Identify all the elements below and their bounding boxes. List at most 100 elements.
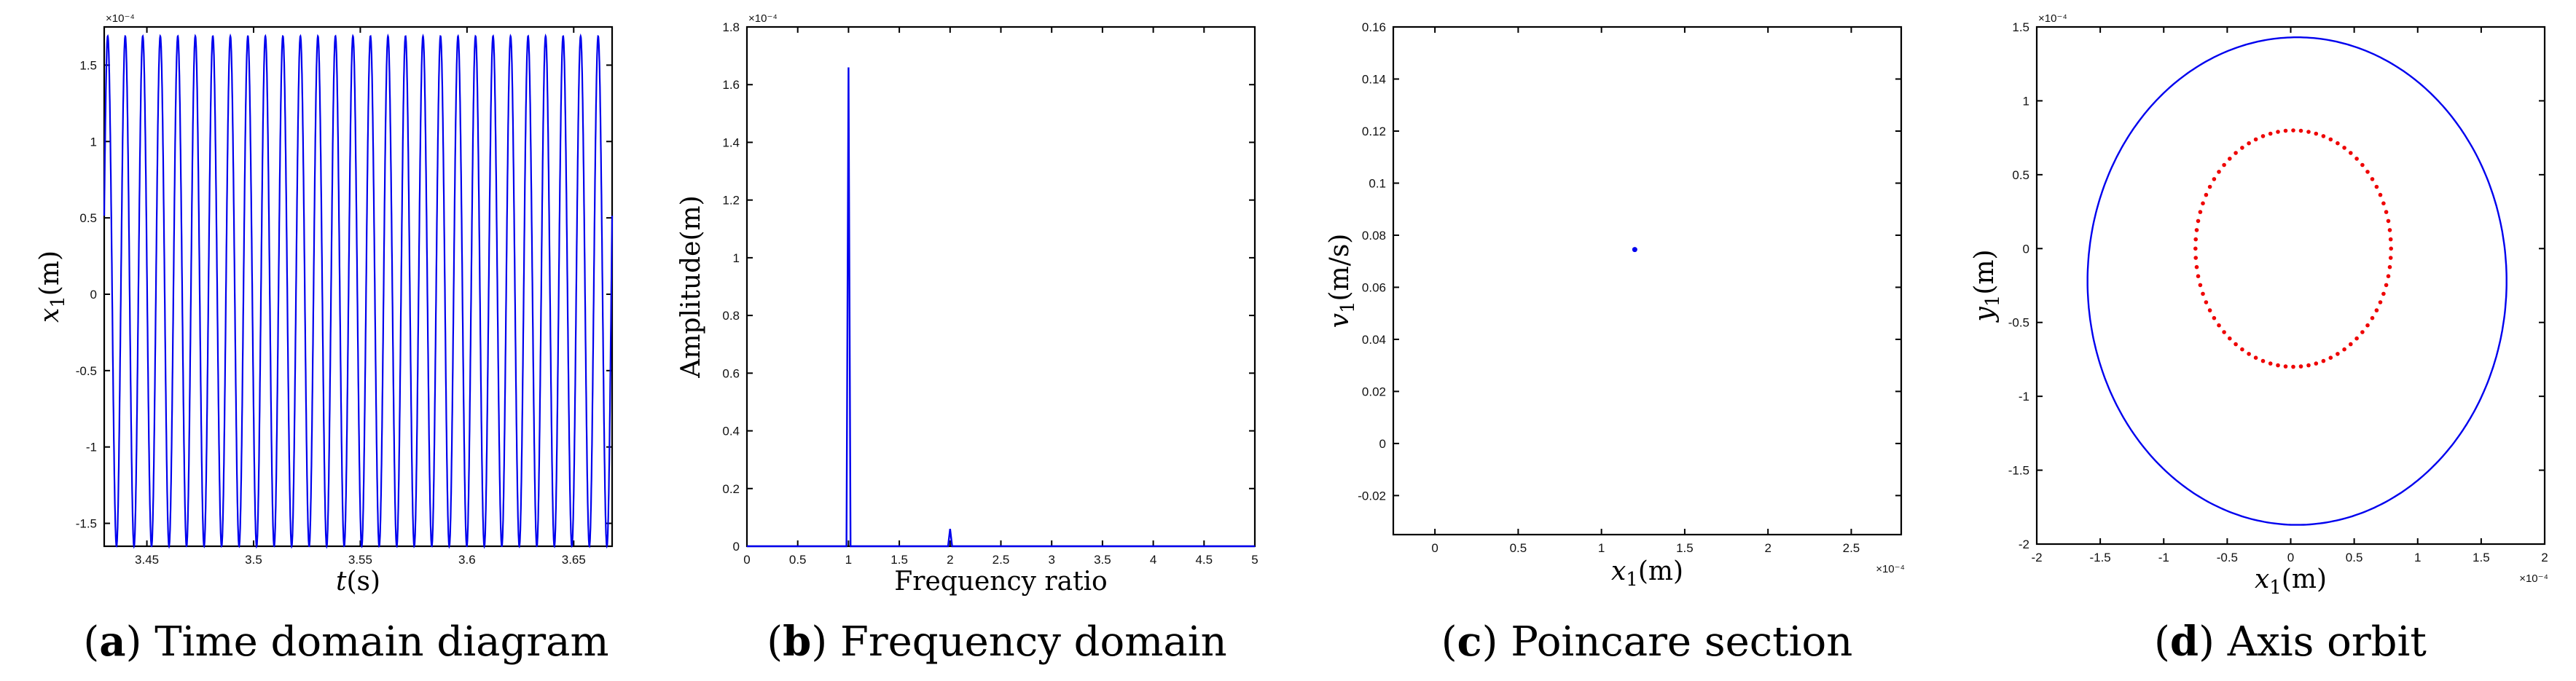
- orbit-point-inner: [2360, 162, 2365, 168]
- y-tick-label: -1: [86, 441, 97, 454]
- x-tick-label: 0: [1431, 541, 1438, 555]
- orbit-point-inner: [2360, 330, 2365, 334]
- x-tick-label: 2.5: [1843, 541, 1860, 555]
- orbit-point-inner: [2198, 210, 2203, 214]
- y-exponent-label: ×10⁻⁴: [748, 12, 778, 25]
- y-tick-label: -0.02: [1358, 489, 1386, 503]
- y-tick-label: -0.5: [2008, 316, 2029, 330]
- y-axis-label: y1(m): [1970, 249, 2004, 323]
- x-tick-label: 2: [2541, 551, 2548, 564]
- y-axis-label: v1(m/s): [1325, 234, 1359, 328]
- orbit-point-inner: [2260, 134, 2266, 138]
- y-tick-label: 0.02: [1362, 385, 1386, 398]
- x-tick-label: -1.5: [2089, 551, 2110, 564]
- x-tick-label: 0.5: [1510, 541, 1527, 555]
- orbit-point-inner: [2193, 237, 2198, 242]
- orbit-point-inner: [2207, 308, 2212, 312]
- orbit-point-inner: [2388, 256, 2393, 260]
- y-tick-label: 0.06: [1362, 280, 1386, 294]
- y-tick-label: 0: [2023, 242, 2029, 256]
- x-tick-label: 3.45: [135, 553, 159, 567]
- y-tick-label: 1: [733, 251, 740, 265]
- y-tick-label: 0.4: [722, 425, 740, 438]
- x-tick-label: 1.5: [2473, 551, 2490, 564]
- panel-a: 3.45 3.5 3.55 3.6 3.65 -1.5 -1 -0.5 0 0.5 1 1.5 ×10⁻…: [35, 12, 614, 666]
- orbit-point-inner: [2321, 358, 2326, 363]
- x-tick-label: 2.5: [993, 553, 1010, 567]
- x-axis-label: x1(m): [1611, 556, 1683, 591]
- y-tick-label: 0.08: [1362, 229, 1386, 243]
- orbit-point-inner: [2365, 170, 2370, 174]
- orbit-point-inner: [2276, 130, 2280, 134]
- y-tick-label: 1.5: [79, 58, 97, 72]
- y-tick-label: 0.16: [1362, 20, 1386, 34]
- x-tick-label: 2: [947, 553, 953, 567]
- orbit-point-inner: [2336, 141, 2340, 146]
- x-tick-label: 3.6: [458, 553, 476, 567]
- x-tick-label: 3.55: [348, 553, 372, 567]
- series-line-amplitude: [747, 67, 1255, 548]
- y-tick-label: 1.2: [722, 194, 740, 208]
- x-tick-label: 0.5: [789, 553, 807, 567]
- orbit-point-inner: [2374, 308, 2379, 312]
- orbit-point-inner: [2194, 228, 2199, 232]
- orbit-point-inner: [2384, 210, 2389, 214]
- orbit-point-inner: [2328, 355, 2333, 361]
- orbit-point-inner: [2194, 264, 2199, 269]
- x-tick-label: 2: [1764, 541, 1771, 555]
- y-tick-label: 1: [2023, 94, 2029, 108]
- orbit-point-inner: [2321, 134, 2326, 138]
- orbit-point-inner: [2306, 130, 2311, 134]
- y-tick-label: -1.5: [2008, 464, 2029, 478]
- orbit-point-inner: [2298, 128, 2303, 133]
- y-exponent-label: ×10⁻⁴: [2038, 12, 2067, 25]
- orbit-point-inner: [2336, 352, 2340, 356]
- orbit-point-inner: [2387, 264, 2392, 269]
- orbit-point-inner: [2196, 274, 2201, 279]
- orbit-point-inner: [2374, 184, 2379, 189]
- y-tick-label: -2: [2019, 538, 2029, 551]
- orbit-point-inner: [2291, 128, 2295, 133]
- orbit-point-inner: [2306, 363, 2311, 368]
- y-tick-label: 1.6: [722, 78, 740, 92]
- x-exponent-label: ×10⁻⁴: [2519, 572, 2548, 585]
- orbit-point-inner: [2240, 347, 2244, 352]
- x-axis-label: Frequency ratio: [894, 567, 1107, 597]
- y-axis-label: Amplitude(m): [676, 195, 706, 378]
- orbit-point-inner: [2247, 352, 2251, 356]
- orbit-point-inner: [2349, 151, 2353, 155]
- orbit-point-inner: [2193, 246, 2198, 251]
- orbit-point-inner: [2228, 157, 2232, 161]
- y-tick-label: -0.5: [76, 364, 97, 378]
- orbit-point-inner: [2240, 146, 2244, 150]
- orbit-point-inner: [2342, 146, 2346, 150]
- y-tick-label: 0.8: [722, 309, 740, 323]
- poincare-point: [1632, 247, 1637, 253]
- orbit-point-inner: [2387, 228, 2392, 232]
- orbit-point-inner: [2314, 131, 2319, 136]
- x-tick-label: -2: [2031, 551, 2042, 564]
- orbit-point-inner: [2247, 141, 2251, 146]
- x-tick-label: 1.5: [1676, 541, 1694, 555]
- x-tick-label: 4.5: [1195, 553, 1213, 567]
- orbit-point-inner: [2314, 361, 2319, 366]
- axes-frame: [745, 25, 1256, 548]
- panel-c: 0 0.5 1 1.5 2 2.5 -0.02 0 0.02 0.04 0.06 0.08 0.1 0.1…: [1325, 20, 1905, 666]
- x-tick-label: 3.5: [1094, 553, 1111, 567]
- y-tick-label: 0: [733, 540, 740, 554]
- x-tick-label: -0.5: [2217, 551, 2238, 564]
- orbit-point-inner: [2193, 256, 2198, 260]
- x-tick-label: 1: [2414, 551, 2421, 564]
- y-tick-label: 0.14: [1362, 72, 1386, 86]
- orbit-point-inner: [2381, 201, 2386, 206]
- orbit-point-inner: [2370, 315, 2375, 320]
- orbit-point-inner: [2212, 315, 2217, 320]
- orbit-point-inner: [2217, 170, 2221, 174]
- y-tick-label: 1: [90, 135, 97, 149]
- orbit-point-inner: [2201, 291, 2205, 296]
- orbit-point-inner: [2196, 219, 2201, 224]
- x-tick-label: 3.65: [562, 553, 586, 567]
- orbit-point-inner: [2228, 336, 2232, 341]
- orbit-point-inner: [2378, 192, 2383, 197]
